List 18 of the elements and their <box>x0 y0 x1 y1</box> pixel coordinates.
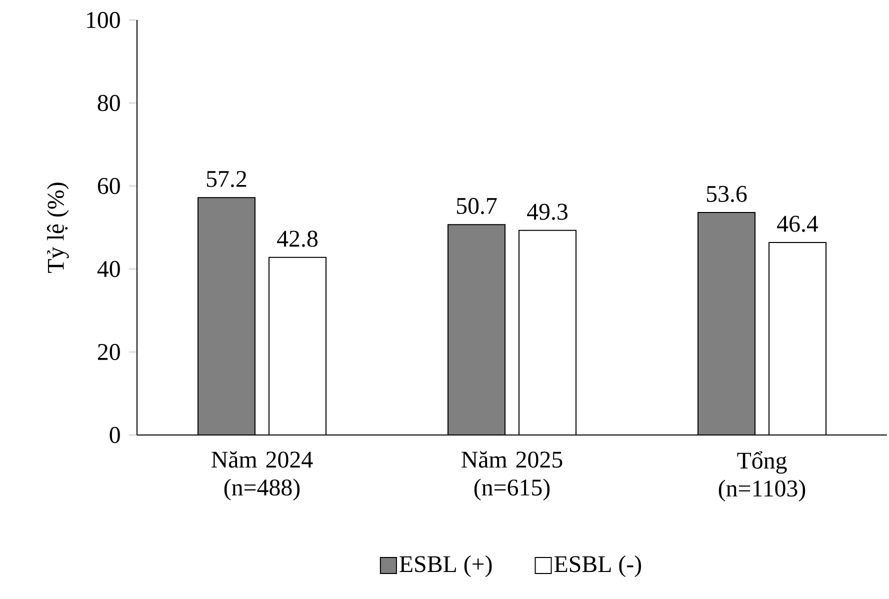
x-tick-label: Năm 2024 (n=488) <box>212 451 313 500</box>
data-label: 42.8 <box>277 230 318 247</box>
x-tick-label: Năm 2025 (n=615) <box>462 451 562 500</box>
y-tick-label: 0 <box>110 426 120 444</box>
data-label: 53.6 <box>706 186 747 202</box>
legend-label: ESBL (+) <box>400 555 492 578</box>
y-axis-title: Tỷ lệ (%) <box>47 182 69 273</box>
data-label: 49.3 <box>527 204 568 220</box>
x-tick-label: Tổng (n=1103) <box>718 451 806 502</box>
y-tick-label: 100 <box>87 12 120 28</box>
y-tick-label: 80 <box>98 94 120 112</box>
legend-label: ESBL (-) <box>554 555 641 578</box>
y-tick-label: 20 <box>98 344 120 360</box>
y-tick-label: 60 <box>98 178 120 194</box>
data-label: 46.4 <box>777 216 818 232</box>
data-label: 50.7 <box>456 198 497 214</box>
data-label: 57.2 <box>206 170 246 188</box>
y-tick-label: 40 <box>97 260 120 278</box>
